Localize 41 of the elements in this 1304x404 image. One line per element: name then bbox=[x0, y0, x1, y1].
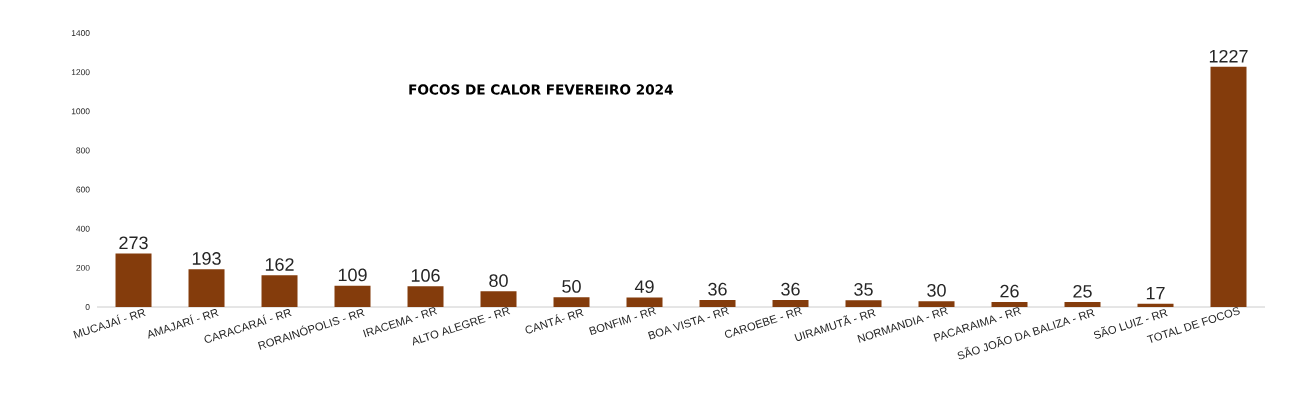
bar bbox=[626, 297, 663, 308]
data-label: 35 bbox=[854, 283, 873, 296]
data-label: 106 bbox=[411, 269, 440, 282]
data-label: 36 bbox=[781, 282, 800, 296]
data-label: 162 bbox=[265, 258, 294, 271]
bar bbox=[261, 275, 298, 308]
data-label: 30 bbox=[927, 283, 946, 297]
bar bbox=[115, 253, 152, 308]
y-tick-label: 1000 bbox=[71, 108, 90, 115]
bar bbox=[188, 269, 225, 308]
data-label: 36 bbox=[708, 282, 727, 296]
bar bbox=[918, 301, 955, 308]
bar bbox=[553, 297, 590, 308]
bar bbox=[480, 291, 517, 308]
bar bbox=[699, 299, 736, 308]
data-label: 50 bbox=[562, 280, 581, 293]
data-label: 26 bbox=[1000, 284, 1019, 298]
bar bbox=[407, 286, 444, 308]
y-tick-label: 400 bbox=[76, 225, 90, 232]
text: FOCOS DE CALOR FEVEREIRO 2024 bbox=[409, 84, 673, 95]
y-tick-label: 1400 bbox=[71, 30, 90, 36]
data-label: 273 bbox=[119, 236, 148, 250]
bar bbox=[334, 285, 371, 308]
bar bbox=[991, 301, 1028, 308]
bar bbox=[1210, 66, 1247, 308]
y-tick-label: 1200 bbox=[71, 69, 90, 76]
y-tick-label: 0 bbox=[85, 304, 90, 310]
y-tick-label: 800 bbox=[76, 147, 90, 154]
bar bbox=[772, 299, 809, 308]
data-label: 109 bbox=[338, 268, 367, 282]
data-label: 17 bbox=[1146, 286, 1165, 300]
data-label: 80 bbox=[489, 274, 508, 287]
data-label: 1227 bbox=[1209, 49, 1248, 63]
y-tick-label: 600 bbox=[76, 186, 90, 193]
bar bbox=[1064, 302, 1101, 308]
data-label: 193 bbox=[192, 252, 221, 265]
bar bbox=[845, 300, 882, 308]
data-label: 25 bbox=[1073, 284, 1092, 298]
bar bbox=[1137, 303, 1174, 308]
data-label: 49 bbox=[634, 280, 654, 294]
y-tick-label: 200 bbox=[76, 264, 90, 271]
